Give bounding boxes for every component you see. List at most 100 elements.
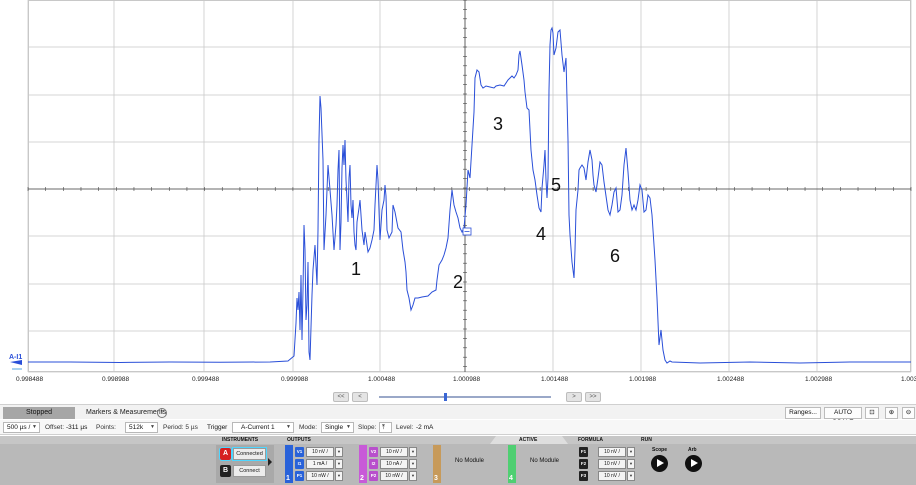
chevron-down-icon[interactable]: ▼ [627,459,635,469]
instrument-a[interactable]: A Connected [219,447,268,461]
v1-scale[interactable]: 10 nV / [306,447,334,457]
markers-expand-icon[interactable]: ˅ [157,408,167,418]
plot-area[interactable] [28,0,911,372]
p1-tag: P1 [295,471,304,481]
markers-tab[interactable]: Markers & Measurements [86,409,167,416]
timebase-select[interactable]: 500 µs / ▼ [3,422,40,433]
scroll-thumb[interactable] [444,393,447,401]
x-tick-label: 1.000988 [453,376,480,383]
zoom-out-icon[interactable]: ⊖ [902,407,915,419]
region-labels: 1 2 3 4 5 6 [351,114,620,292]
trigger-marker[interactable] [462,227,472,236]
trigger-select[interactable]: A-Current 1 ▼ [232,422,294,433]
instrument-b[interactable]: B Connect [220,465,268,477]
region-label-6: 6 [610,246,620,266]
f3-scale[interactable]: 10 nV / [598,471,626,481]
chevron-down-icon[interactable]: ▼ [409,471,417,481]
region-label-1: 1 [351,259,361,279]
chevron-down-icon: ▼ [150,424,155,430]
v2-scale[interactable]: 10 nV / [380,447,408,457]
plot-grid [27,0,912,373]
chevron-down-icon: ▼ [32,424,37,430]
instrument-b-connect-button[interactable]: Connect [233,465,266,477]
x-tick-label: 1.002488 [717,376,744,383]
chevron-down-icon[interactable]: ▼ [627,471,635,481]
active-tab[interactable] [490,436,568,444]
channel-1-strip[interactable]: 1 [285,445,293,483]
x-tick-label: 0.998488 [16,376,43,383]
x-tick-labels: 0.998488 0.998988 0.999488 0.999988 1.000488… [16,376,916,383]
channel-3-no-module: No Module [455,458,485,464]
offset-value[interactable]: -311 µs [66,424,88,431]
chevron-down-icon[interactable]: ▼ [409,459,417,469]
acquisition-settings: 500 µs / ▼ Offset: -311 µs Points: 512k ▼ … [0,420,916,435]
instrument-b-badge: B [220,465,231,477]
f3-tag: F3 [579,471,588,481]
scroll-left-button[interactable]: < [352,392,368,402]
p2-scale[interactable]: 10 nW / [380,471,408,481]
channel-4-strip[interactable]: 4 [508,445,516,483]
v1-tag: V1 [295,447,304,457]
channel-2-controls: V2 10 nV / ▼ I2 10 nA / ▼ P2 10 nW / ▼ [367,445,419,483]
mode-select[interactable]: Single ▼ [321,422,354,433]
p1-scale[interactable]: 10 nW / [306,471,334,481]
instrument-panel: INSTRUMENTS OUTPUTS ACTIVE FORMULA RUN A… [0,436,916,485]
points-select[interactable]: 512k ▼ [125,422,158,433]
time-scrollbar[interactable]: << < > >> [333,392,603,403]
x-tick-label: 1.000488 [368,376,395,383]
f2-scale[interactable]: 10 nV / [598,459,626,469]
region-label-3: 3 [493,114,503,134]
scope-run-button[interactable] [651,455,668,472]
scroll-track[interactable] [379,396,551,398]
collapse-arrow-icon[interactable] [268,458,272,466]
svg-text:A-I1: A-I1 [9,354,22,361]
trigger-value: A-Current 1 [241,424,275,431]
instruments-group: A Connected B Connect [216,445,274,483]
status-tab[interactable]: Stopped [3,407,75,419]
offset-label: Offset: [45,424,65,431]
channel-2-strip[interactable]: 2 [359,445,367,483]
x-tick-label: 1.0034 [901,376,916,383]
x-tick-label: 1.001488 [541,376,568,383]
p2-tag: P2 [369,471,378,481]
channel-3-strip[interactable]: 3 [433,445,441,483]
region-label-5: 5 [551,175,561,195]
autoscale-button[interactable]: AUTO SCALE [824,407,862,426]
slope-rising-icon[interactable]: ⤒ [379,422,392,433]
channel-offset-marker[interactable]: A-I1 [9,354,22,370]
channel-2-number: 2 [360,475,364,482]
mode-value: Single [325,424,344,431]
chevron-down-icon[interactable]: ▼ [409,447,417,457]
scroll-fast-right-button[interactable]: >> [585,392,601,402]
v2-tag: V2 [369,447,378,457]
panel-header-bar [0,436,916,444]
mode-label: Mode: [299,424,318,431]
chevron-down-icon: ▼ [286,424,291,430]
toolbar: Stopped Markers & Measurements ˅ Ranges.… [0,404,916,426]
chevron-down-icon[interactable]: ▼ [335,447,343,457]
timebase-value: 500 µs / [7,424,31,431]
instrument-a-badge: A [219,447,232,461]
instrument-a-connected-button[interactable]: Connected [232,447,267,461]
scroll-right-button[interactable]: > [566,392,582,402]
points-value: 512k [129,424,144,431]
oscilloscope-plot: 0.998488 0.998988 0.999488 0.999988 1.000488… [9,0,916,383]
trigger-label: Trigger [207,424,228,431]
x-tick-label: 1.002988 [805,376,832,383]
region-label-2: 2 [453,272,463,292]
f1-scale[interactable]: 10 nV / [598,447,626,457]
chevron-down-icon[interactable]: ▼ [627,447,635,457]
chevron-down-icon[interactable]: ▼ [335,459,343,469]
formula-header: FORMULA [578,437,603,443]
scroll-fast-left-button[interactable]: << [333,392,349,402]
zoom-region-icon[interactable]: ⊡ [865,407,879,419]
chevron-down-icon: ▼ [346,424,351,430]
zoom-in-icon[interactable]: ⊕ [885,407,898,419]
chevron-down-icon[interactable]: ▼ [335,471,343,481]
i2-scale[interactable]: 10 nA / [380,459,408,469]
i1-scale[interactable]: 1 mA / [306,459,334,469]
ranges-button[interactable]: Ranges... [785,407,821,419]
level-value[interactable]: -2 mA [416,424,434,431]
arb-run-button[interactable] [685,455,702,472]
